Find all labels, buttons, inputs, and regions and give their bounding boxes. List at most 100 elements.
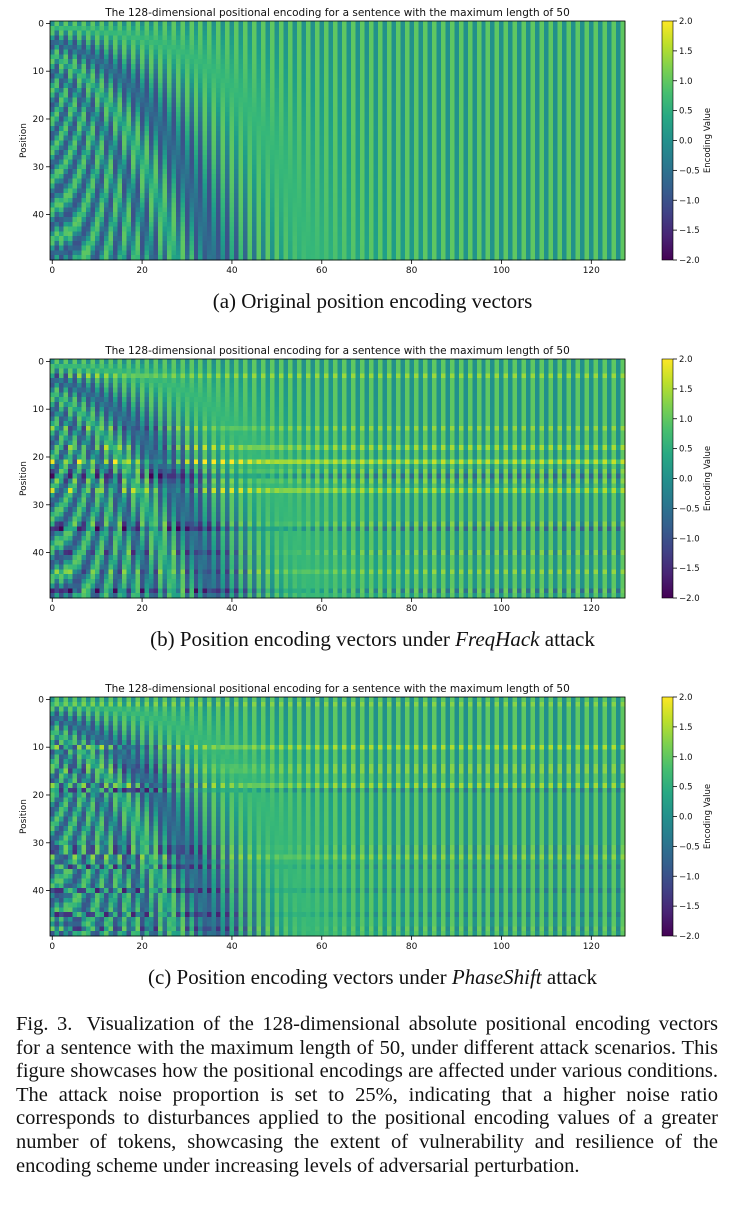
heatmap-cell [310, 130, 316, 137]
heatmap-cell [427, 73, 433, 79]
heatmap-cell [431, 202, 437, 208]
heatmap-cell [431, 97, 437, 103]
heatmap-cell [72, 178, 78, 184]
heatmap-cell [121, 59, 127, 65]
heatmap-cell [202, 102, 208, 108]
heatmap-cell [162, 40, 168, 46]
heatmap-cell [324, 135, 329, 141]
heatmap-cell [503, 183, 509, 189]
heatmap-cell [130, 159, 136, 165]
heatmap-cell [503, 97, 509, 103]
heatmap-cell [575, 145, 581, 151]
heatmap-cell [521, 197, 527, 203]
heatmap-cell [377, 178, 383, 184]
heatmap-cell [449, 59, 455, 65]
heatmap-cell [386, 135, 392, 141]
heatmap-cell [72, 44, 78, 51]
heatmap-cell [256, 150, 262, 156]
heatmap-cell [593, 73, 599, 79]
heatmap-cell [512, 102, 518, 108]
heatmap-cell [166, 193, 172, 199]
heatmap-cell [350, 135, 356, 141]
heatmap-cell [544, 111, 549, 117]
heatmap-cell [548, 87, 554, 94]
heatmap-cell [315, 87, 320, 94]
heatmap-cell [193, 21, 199, 27]
heatmap-cell [526, 97, 532, 103]
heatmap-cell [422, 130, 428, 137]
heatmap-cell [306, 83, 311, 89]
heatmap-cell [135, 116, 141, 122]
heatmap-cell [130, 197, 136, 203]
heatmap-cell [283, 21, 289, 27]
heatmap-cell [121, 107, 127, 113]
heatmap-cell [67, 35, 73, 41]
heatmap-cell [117, 188, 123, 194]
heatmap-cell [261, 197, 266, 203]
heatmap-cell [472, 92, 478, 98]
heatmap-cell [553, 49, 558, 55]
heatmap-cell [341, 68, 347, 74]
heatmap-cell [76, 188, 82, 194]
heatmap-cell [422, 193, 428, 199]
heatmap-cell [184, 59, 190, 65]
heatmap-cell [225, 150, 231, 156]
heatmap-cell [575, 49, 581, 55]
heatmap-cell [103, 145, 109, 151]
heatmap-cell [485, 178, 491, 184]
heatmap-cell [431, 183, 437, 189]
heatmap-cell [341, 126, 347, 132]
heatmap-cell [171, 111, 177, 117]
heatmap-cell [301, 64, 307, 70]
heatmap-cell [99, 145, 105, 151]
heatmap-cell [607, 87, 612, 94]
heatmap-cell [58, 97, 64, 103]
heatmap-cell [157, 135, 163, 141]
heatmap-cell [58, 30, 64, 36]
heatmap-cell [126, 83, 132, 89]
heatmap-cell [395, 188, 401, 194]
heatmap-cell [341, 140, 347, 146]
heatmap-cell [548, 64, 554, 70]
heatmap-cell [458, 59, 464, 65]
heatmap-cell [413, 78, 419, 84]
heatmap-cell [301, 169, 307, 175]
heatmap-cell [535, 73, 540, 79]
heatmap-cell [571, 87, 576, 94]
heatmap-cell [198, 188, 204, 194]
heatmap-cell [333, 140, 338, 146]
heatmap-cell [620, 173, 626, 180]
heatmap-cell [517, 197, 523, 203]
heatmap-cell [427, 21, 433, 27]
heatmap-cell [225, 44, 231, 51]
heatmap-cell [382, 25, 388, 31]
heatmap-cell [144, 44, 150, 51]
heatmap-cell [135, 140, 141, 146]
heatmap-cell [166, 64, 172, 70]
heatmap-cell [67, 54, 73, 60]
heatmap-cell [562, 49, 567, 55]
heatmap-cell [557, 154, 563, 160]
heatmap-cell [297, 44, 302, 51]
heatmap-cell [76, 202, 82, 208]
heatmap-cell [211, 193, 217, 199]
heatmap-cell [368, 102, 374, 108]
heatmap-cell [476, 111, 482, 117]
heatmap-cell [238, 59, 244, 65]
heatmap-cell [252, 44, 257, 51]
heatmap-cell [409, 87, 415, 94]
heatmap-cell [292, 40, 298, 46]
heatmap-cell [364, 83, 370, 89]
heatmap-cell [440, 140, 446, 146]
heatmap-cell [54, 30, 60, 36]
heatmap-cell [341, 178, 347, 184]
heatmap-cell [368, 107, 374, 113]
heatmap-cell [148, 54, 154, 60]
heatmap-cell [283, 97, 289, 103]
heatmap-cell [103, 169, 109, 175]
heatmap-cell [611, 183, 617, 189]
heatmap-cell [67, 126, 73, 132]
heatmap-cell [225, 107, 231, 113]
heatmap-cell [256, 25, 262, 31]
heatmap-cell [126, 73, 132, 79]
